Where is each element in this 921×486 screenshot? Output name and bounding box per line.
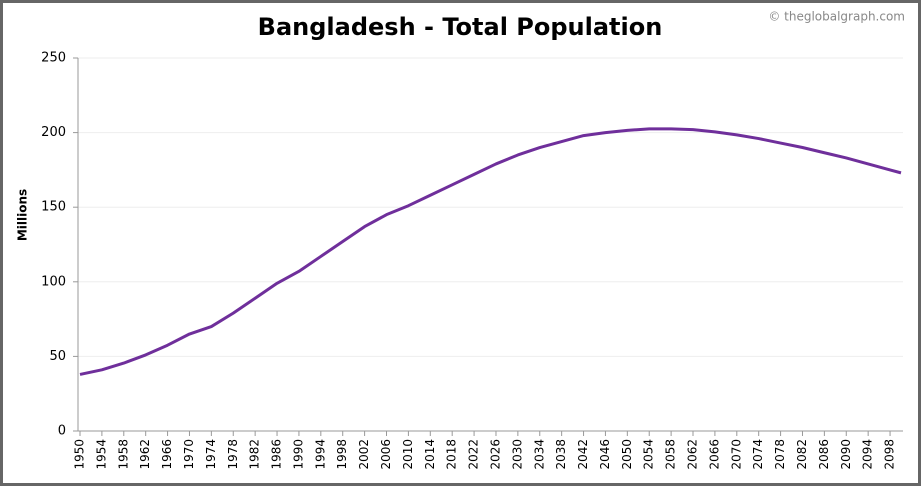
- x-tick-label: 2030: [510, 439, 524, 470]
- x-tick-label: 2070: [729, 439, 743, 470]
- x-tick-label: 2086: [817, 439, 831, 470]
- x-tick-label: 2006: [379, 439, 393, 470]
- x-tick-label: 1970: [182, 439, 196, 470]
- y-tick-label: 200: [41, 125, 66, 140]
- x-tick-label: 2010: [401, 439, 415, 470]
- x-tick-label: 2066: [707, 439, 721, 470]
- x-tick-label: 2014: [423, 439, 437, 470]
- line-series: [79, 127, 902, 376]
- x-tick-label: 1986: [270, 439, 284, 470]
- x-tick-label: 2098: [883, 439, 897, 470]
- x-tick-label: 1958: [116, 439, 130, 470]
- x-tick-label: 2022: [467, 439, 481, 470]
- x-tick-label: 2094: [861, 439, 875, 470]
- x-tick-label: 2038: [554, 439, 568, 470]
- chart-title: Bangladesh - Total Population: [258, 13, 663, 41]
- x-tick-label: 2078: [773, 439, 787, 470]
- x-tick-label: 1998: [335, 439, 349, 470]
- x-tick-label: 1954: [94, 439, 108, 470]
- x-tick-label: 2082: [795, 439, 809, 470]
- x-tick-label: 2058: [664, 439, 678, 470]
- y-tick-label: 50: [49, 349, 66, 364]
- x-tick-label: 1974: [204, 439, 218, 470]
- x-tick-label: 1950: [73, 439, 87, 470]
- x-tick-label: 2042: [576, 439, 590, 470]
- y-tick-label: 250: [41, 51, 66, 66]
- x-tick-label: 1966: [160, 439, 174, 470]
- x-tick-label: 2074: [751, 439, 765, 470]
- x-tick-label: 1990: [291, 439, 305, 470]
- x-tick-label: 2026: [488, 439, 502, 470]
- x-tick-label: 2034: [532, 439, 546, 470]
- x-tick-label: 2046: [598, 439, 612, 470]
- x-tick-label: 2054: [642, 439, 656, 470]
- x-tick-label: 2018: [445, 439, 459, 470]
- x-tick-label: 1982: [248, 439, 262, 470]
- x-tick-label: 2050: [620, 439, 634, 470]
- watermark: © theglobalgraph.com: [768, 10, 905, 24]
- x-tick-label: 1978: [226, 439, 240, 470]
- x-tick-label: 2002: [357, 439, 371, 470]
- y-axis-label: Millions: [16, 189, 30, 241]
- y-tick-label: 0: [58, 424, 66, 439]
- x-tick-label: 1994: [313, 439, 327, 470]
- x-tick-label: 2062: [686, 439, 700, 470]
- x-tick-label: 2090: [839, 439, 853, 470]
- y-tick-label: 150: [41, 200, 66, 215]
- x-tick-label: 1962: [138, 439, 152, 470]
- y-tick-label: 100: [41, 274, 66, 289]
